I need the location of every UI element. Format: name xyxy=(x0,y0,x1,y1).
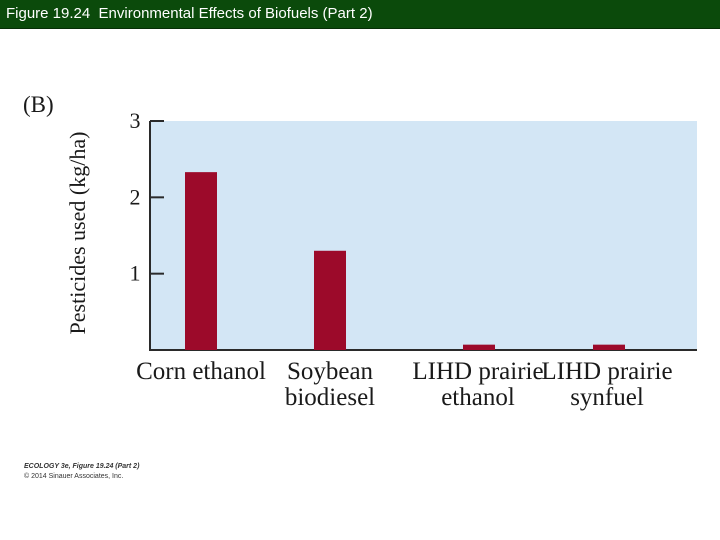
title-bar: Figure 19.24 Environmental Effects of Bi… xyxy=(0,0,720,29)
category-label-lihd-prairie-ethanol: LIHD prairie ethanol xyxy=(412,358,544,411)
category-label-soybean-biodiesel: Soybean biodiesel xyxy=(284,358,376,411)
credit-line-1: ECOLOGY 3e, Figure 19.24 (Part 2) xyxy=(24,463,140,470)
credit-line-2: © 2014 Sinauer Associates, Inc. xyxy=(24,473,124,480)
category-label-lihd-prairie-synfuel: LIHD prairie synfuel xyxy=(541,358,673,411)
plot-background xyxy=(150,121,697,350)
bar-4 xyxy=(593,344,625,350)
bar-1 xyxy=(185,172,217,350)
bar-3 xyxy=(463,344,495,350)
y-tick-label-2: 2 xyxy=(130,184,141,209)
figure-credit: ECOLOGY 3e, Figure 19.24 (Part 2) © 2014… xyxy=(24,462,139,482)
slide-title: Figure 19.24 Environmental Effects of Bi… xyxy=(6,5,373,22)
bar-2 xyxy=(314,250,346,350)
y-tick-label-1: 1 xyxy=(130,261,141,286)
y-tick-label-3: 3 xyxy=(130,108,141,133)
panel-label: (B) xyxy=(23,92,54,117)
category-label-corn-ethanol: Corn ethanol xyxy=(136,358,266,385)
